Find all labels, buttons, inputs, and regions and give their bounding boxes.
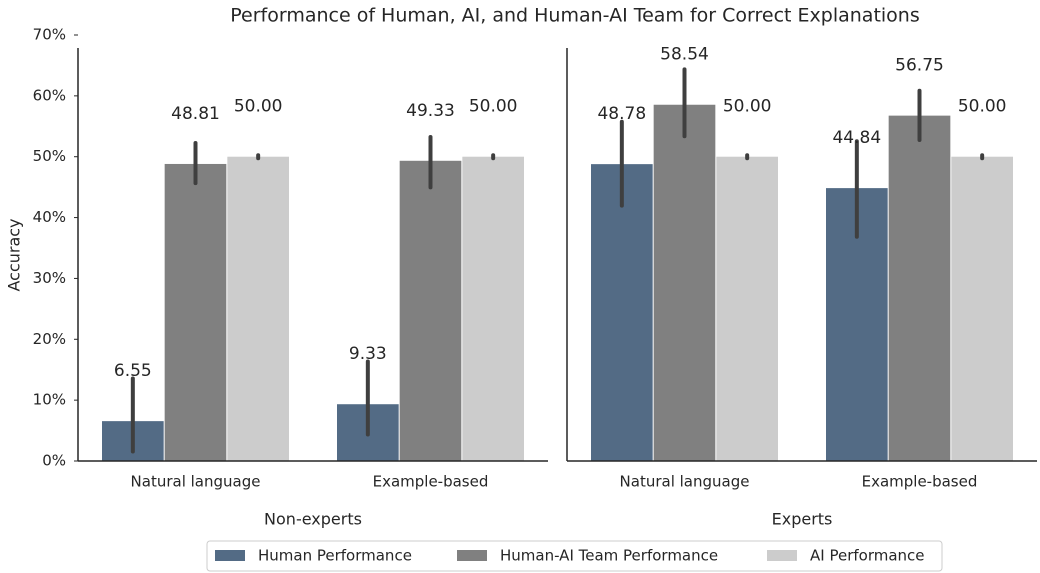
value-label: 58.54 (660, 45, 709, 65)
legend-label: Human-AI Team Performance (500, 547, 718, 565)
chart-title: Performance of Human, AI, and Human-AI T… (230, 5, 919, 27)
y-tick-label: 70% (33, 26, 66, 44)
bar (951, 156, 1013, 461)
bar (716, 156, 778, 461)
bar (462, 156, 524, 461)
value-label: 50.00 (469, 97, 518, 117)
x-axis-label: Non-experts (264, 510, 362, 529)
value-label: 9.33 (349, 344, 387, 364)
legend-swatch (457, 550, 487, 561)
x-tick-label: Example-based (373, 473, 489, 491)
value-label: 50.00 (958, 97, 1007, 117)
y-tick-label: 30% (33, 269, 66, 287)
legend-box (206, 540, 943, 572)
bar (591, 164, 653, 461)
bar (227, 156, 289, 461)
value-label: 50.00 (723, 97, 772, 117)
y-tick-label: 20% (33, 330, 66, 348)
y-axis-label: Accuracy (5, 218, 24, 291)
legend-label: Human Performance (258, 547, 412, 565)
legend-swatch (215, 550, 245, 561)
y-tick-label: 50% (33, 147, 66, 165)
y-tick-label: 0% (42, 452, 66, 470)
value-label: 6.55 (114, 361, 152, 381)
x-tick-label: Natural language (131, 473, 261, 491)
value-label: 50.00 (234, 97, 283, 117)
value-label: 56.75 (895, 56, 944, 76)
bar (164, 163, 227, 461)
y-tick-label: 60% (33, 86, 66, 104)
value-label: 48.78 (597, 104, 646, 124)
legend-swatch (767, 550, 797, 561)
value-label: 49.33 (406, 101, 455, 121)
x-axis-label: Experts (772, 510, 833, 529)
bar (653, 104, 716, 462)
y-tick-label: 10% (33, 391, 66, 409)
y-tick-label: 40% (33, 208, 66, 226)
x-tick-label: Natural language (620, 473, 750, 491)
bar (888, 115, 951, 461)
value-label: 48.81 (171, 104, 220, 124)
x-tick-label: Example-based (862, 473, 978, 491)
legend-label: AI Performance (810, 547, 925, 565)
bar (399, 160, 462, 461)
value-label: 44.84 (832, 128, 881, 148)
